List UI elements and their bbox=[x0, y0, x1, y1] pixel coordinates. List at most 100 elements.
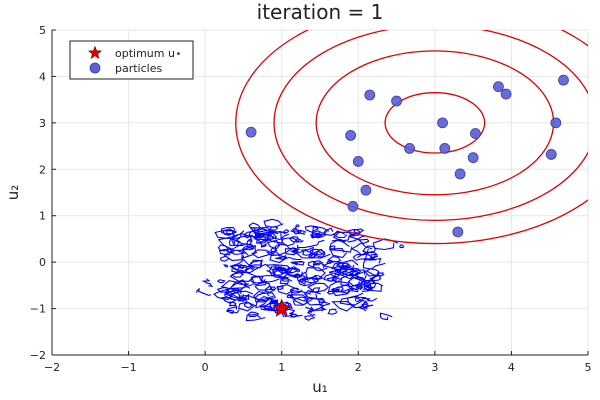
y-tick-label: 0 bbox=[39, 256, 46, 269]
cost-contour-line bbox=[356, 297, 378, 303]
cost-contour-line bbox=[297, 239, 325, 249]
cost-contour-line bbox=[230, 290, 254, 300]
particle-point bbox=[391, 95, 402, 107]
cost-contour-line bbox=[270, 299, 279, 305]
legend-label: optimum u⋆ bbox=[115, 47, 182, 60]
cost-contour-line bbox=[281, 237, 298, 247]
cost-contour-line bbox=[234, 230, 245, 239]
particle-point bbox=[467, 152, 479, 164]
cost-contour-line bbox=[292, 296, 309, 306]
cost-contour-line bbox=[353, 228, 365, 235]
y-tick-label: 2 bbox=[39, 163, 46, 176]
cost-contour-line bbox=[379, 312, 393, 321]
cost-contour-line bbox=[304, 315, 315, 321]
cost-contour-line bbox=[340, 273, 366, 288]
legend-star-icon bbox=[88, 45, 102, 59]
cost-contour-line bbox=[281, 276, 290, 282]
particle-point bbox=[452, 226, 464, 238]
cost-contour-line bbox=[330, 283, 354, 297]
cost-contour-line bbox=[290, 290, 312, 302]
cost-contour-line bbox=[331, 238, 346, 243]
particle-point bbox=[364, 89, 376, 101]
posterior-contour-ring bbox=[235, 30, 588, 245]
particle-point bbox=[352, 155, 364, 167]
cost-contour-line bbox=[220, 280, 249, 292]
cost-contour-line bbox=[255, 295, 273, 309]
x-tick-label: 0 bbox=[202, 361, 209, 374]
cost-contour-line bbox=[318, 301, 331, 306]
cost-contour-line bbox=[303, 289, 321, 300]
posterior-contour-ring bbox=[273, 30, 588, 221]
cost-contour-line bbox=[254, 281, 273, 291]
cost-contour-line bbox=[219, 255, 230, 262]
cost-contour-line bbox=[260, 305, 275, 311]
cost-contour-line bbox=[308, 248, 331, 259]
cost-contour-line bbox=[290, 261, 302, 266]
grid bbox=[51, 29, 589, 356]
cost-contour-line bbox=[243, 301, 254, 309]
cost-contour-line bbox=[399, 244, 405, 249]
cost-contour-line bbox=[334, 268, 342, 273]
cost-contour-line bbox=[201, 278, 214, 288]
cost-contour-line bbox=[312, 260, 324, 266]
cost-contour-line bbox=[327, 280, 353, 294]
posterior-contour-ring bbox=[384, 92, 486, 154]
cost-contour-line bbox=[251, 249, 274, 259]
cost-contour-line bbox=[321, 260, 342, 273]
cost-contour-line bbox=[288, 311, 303, 318]
cost-contour-line bbox=[305, 297, 326, 306]
cost-contour-line bbox=[360, 279, 370, 291]
legend-box bbox=[69, 40, 194, 80]
cost-contour-line bbox=[213, 288, 234, 301]
cost-contour-line bbox=[332, 287, 341, 293]
cost-contour-line bbox=[245, 314, 266, 322]
cost-contour-line bbox=[341, 262, 351, 268]
x-tick-label: −2 bbox=[44, 361, 60, 374]
cost-contour-line bbox=[340, 286, 364, 293]
optimum-series bbox=[272, 298, 292, 317]
cost-contour-line bbox=[248, 311, 260, 318]
cost-contour-line bbox=[223, 264, 229, 268]
cost-contour-line bbox=[333, 230, 348, 239]
cost-contour-line bbox=[348, 267, 362, 276]
cost-contour-line bbox=[221, 296, 237, 304]
cost-contour-line bbox=[290, 227, 302, 235]
cost-contour-line bbox=[266, 268, 276, 274]
x-tick-label: 2 bbox=[355, 361, 362, 374]
particle-point bbox=[347, 201, 359, 212]
cost-contour-line bbox=[296, 229, 307, 235]
y-tick-label: −2 bbox=[30, 349, 46, 362]
particle-point bbox=[470, 128, 481, 139]
cost-contour-line bbox=[357, 250, 369, 259]
particle-point bbox=[439, 142, 451, 154]
cost-contour-line bbox=[228, 301, 238, 307]
cost-contour-line bbox=[229, 258, 253, 272]
cost-contour-line bbox=[231, 233, 253, 247]
cost-contour-line bbox=[361, 285, 373, 292]
cost-contour-line bbox=[299, 277, 309, 286]
cost-contour-line bbox=[305, 306, 316, 316]
cost-contour-line bbox=[301, 275, 319, 284]
tick-labels: −2 −1 0 1 2 3 4 5 −2 −1 0 1 2 3 4 5 bbox=[30, 24, 592, 374]
cost-contour-line bbox=[352, 253, 369, 261]
cost-contour-line bbox=[241, 245, 255, 251]
particle-point bbox=[454, 168, 466, 180]
cost-contour-line bbox=[357, 303, 368, 312]
cost-contour-line bbox=[312, 262, 328, 272]
cost-contour-line bbox=[339, 295, 363, 306]
cost-contour-line bbox=[295, 224, 300, 228]
cost-contour-line bbox=[362, 257, 386, 270]
cost-contour-line bbox=[322, 227, 339, 236]
cost-contour-line bbox=[363, 279, 377, 289]
cost-contour-line bbox=[311, 225, 330, 239]
cost-contour-line bbox=[252, 229, 279, 239]
cost-contour-line bbox=[273, 266, 284, 272]
cost-contour-line bbox=[333, 273, 340, 278]
y-tick-label: 1 bbox=[39, 210, 46, 223]
x-tick-label: 3 bbox=[431, 361, 438, 374]
particle-point bbox=[245, 126, 257, 138]
cost-contour-line bbox=[266, 230, 284, 244]
cost-contour-line bbox=[331, 276, 343, 283]
cost-contour-line bbox=[323, 273, 336, 282]
cost-contour-line bbox=[266, 239, 281, 250]
